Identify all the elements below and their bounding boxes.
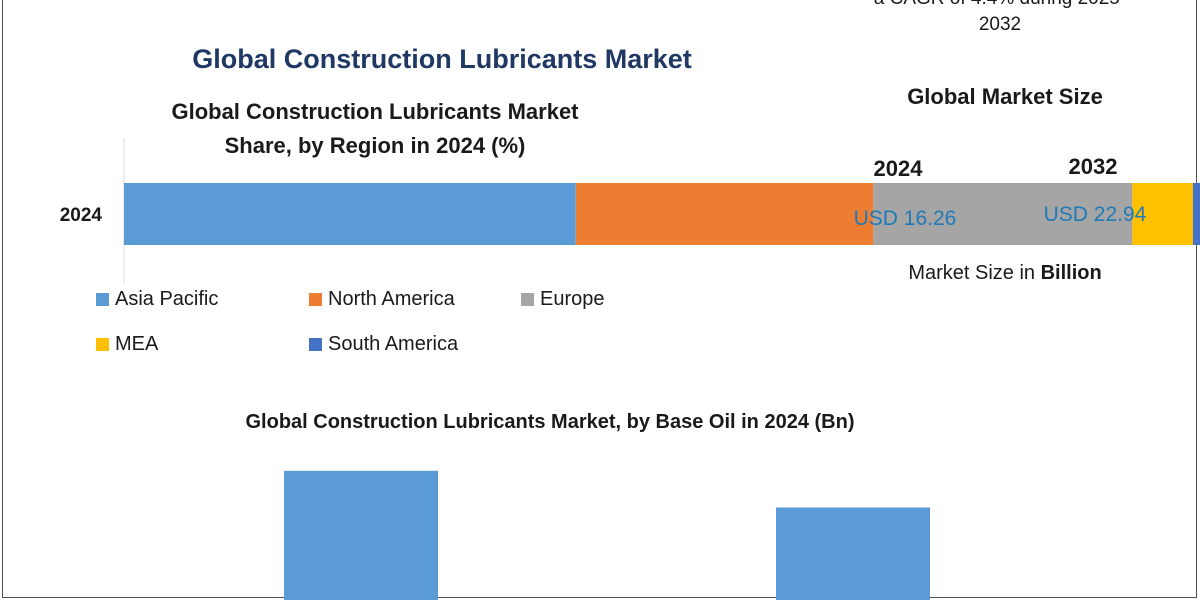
region-bar-segment-europe — [873, 183, 1133, 245]
base-oil-bar-2 — [776, 507, 930, 600]
region-category-label: 2024 — [60, 205, 103, 226]
legend-swatch-europe — [521, 293, 534, 306]
region-bar-segment-south-america — [1192, 183, 1200, 245]
market-size-value-2032: USD 22.94 — [1043, 203, 1147, 226]
legend-label-europe: Europe — [540, 288, 605, 310]
legend-label-mea: MEA — [115, 333, 159, 355]
legend-label-north-america: North America — [328, 288, 455, 310]
page-title: Global Construction Lubricants Market — [192, 44, 692, 74]
base-oil-chart-title: Global Construction Lubricants Market, b… — [245, 411, 855, 433]
cagr-line-2: 2032 — [978, 14, 1022, 35]
region-chart-title: Global Construction Lubricants Market Sh… — [120, 95, 630, 163]
market-size-value-2024: USD 16.26 — [853, 207, 957, 230]
market-size-year-2032: 2032 — [1068, 154, 1118, 179]
cagr-line-1: a CAGR of 4.4% during 2025- — [840, 0, 1160, 12]
region-chart-title-line-1: Global Construction Lubricants Market — [171, 99, 579, 124]
legend-label-asia-pacific: Asia Pacific — [115, 288, 219, 310]
legend-swatch-south-america — [309, 338, 322, 351]
legend-label-south-america: South America — [328, 333, 459, 355]
legend-swatch-north-america — [309, 293, 322, 306]
legend-swatch-asia-pacific — [96, 293, 109, 306]
legend-item-europe: Europe — [521, 288, 605, 311]
region-bar-segment-north-america — [575, 183, 874, 245]
market-size-unit-prefix: Market Size in — [908, 262, 1041, 284]
legend-item-south-america: South America — [309, 333, 458, 356]
region-chart-title-line-2: Share, by Region in 2024 (%) — [224, 133, 526, 158]
region-bar-segment-mea — [1132, 183, 1193, 245]
market-size-year-2024: 2024 — [873, 156, 923, 181]
cagr-text: a CAGR of 4.4% during 2025- 2032 — [840, 0, 1160, 38]
region-bar-segment-asia-pacific — [124, 183, 576, 245]
legend-item-mea: MEA — [96, 333, 158, 356]
legend-item-north-america: North America — [309, 288, 455, 311]
legend-item-asia-pacific: Asia Pacific — [96, 288, 218, 311]
global-market-size-title: Global Market Size — [907, 84, 1103, 109]
market-size-unit-note: Market Size in Billion — [840, 262, 1170, 285]
base-oil-bar-1 — [284, 470, 438, 600]
market-size-unit-bold: Billion — [1040, 262, 1102, 284]
legend-swatch-mea — [96, 338, 109, 351]
